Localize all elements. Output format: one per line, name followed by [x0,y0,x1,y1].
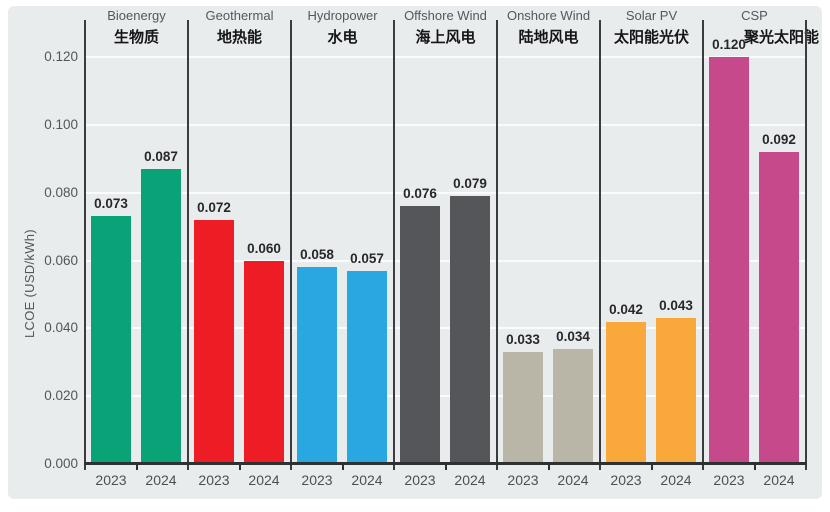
bar-value-label: 0.073 [94,196,128,212]
bar-2024 [553,348,593,464]
group-hydropower: Hydropower 水电 [291,8,394,464]
bar-2024 [656,318,696,464]
bar-value-label: 0.060 [247,240,281,256]
gridline-0.060 [85,259,806,262]
bar-value-label: 0.058 [300,247,334,263]
x-tick-label-2024: 2024 [145,472,177,488]
group-csp: CSP 聚光太阳能 [703,8,819,464]
bar-2023 [91,216,131,464]
x-tick-label-2023: 2023 [301,472,333,488]
x-tick-label-2024: 2024 [557,472,589,488]
bar-2024 [347,270,387,464]
group-header-zh: 太阳能光伏 [613,29,689,46]
x-tick-label-2023: 2023 [507,472,539,488]
plot-right-border [805,20,807,470]
group-onshore-wind: Onshore Wind 陆地风电 [497,8,600,464]
group-header-zh: 水电 [327,29,358,46]
group-separator [393,20,395,470]
group-header-en: Onshore Wind [506,8,591,23]
group-header-en: Hydropower [307,8,378,23]
y-tick-label: 0.000 [44,456,78,471]
bar-value-label: 0.092 [762,131,796,147]
bar-2023 [709,57,749,464]
x-tick-label-2023: 2023 [404,472,436,488]
bar-value-label: 0.079 [453,176,487,192]
x-tick-label-2023: 2023 [95,472,127,488]
group-offshore-wind: Offshore Wind 海上风电 [394,8,497,464]
group-separator [599,20,601,470]
group-separator [496,20,498,470]
group-header-en: Bioenergy [107,8,166,23]
y-axis-title: LCOE (USD/kWh) [22,229,37,339]
group-bioenergy: Bioenergy 生物质 [85,8,188,464]
group-header-zh: 生物质 [113,29,159,46]
y-tick-label: 0.080 [44,184,78,200]
bar-2024 [141,168,181,464]
x-axis-line [84,462,807,465]
x-tick-label-2023: 2023 [198,472,230,488]
y-tick-label: 0.060 [44,252,78,268]
bar-2023 [503,352,543,464]
bar-2023 [194,219,234,464]
group-header-en: Geothermal [205,8,274,23]
group-separator [702,20,704,470]
x-tick-label-2024: 2024 [763,472,795,488]
x-axis-center-tick [341,464,344,470]
y-axis-line [84,20,86,470]
x-tick-label-2024: 2024 [660,472,692,488]
x-tick-label-2024: 2024 [248,472,280,488]
bar-value-label: 0.043 [659,298,693,314]
x-axis-center-tick [444,464,447,470]
y-tick-label: 0.020 [44,388,78,404]
x-axis-center-tick [135,464,138,470]
bar-value-label: 0.072 [197,199,231,215]
group-geothermal: Geothermal 地热能 [188,8,291,464]
gridline-0.040 [85,327,806,330]
group-separator [290,20,292,470]
gridline-0.020 [85,395,806,398]
x-tick-label-2024: 2024 [454,472,486,488]
bar-value-label: 0.120 [712,37,746,52]
y-tick-label: 0.100 [44,116,78,132]
gridline-0.100 [85,123,806,126]
group-header-zh: 聚光太阳能 [744,29,820,46]
gridline-0.120 [85,56,806,58]
bar-value-label: 0.087 [144,148,178,164]
group-separator [187,20,189,470]
bar-2023 [606,321,646,464]
group-header-en: Offshore Wind [404,8,487,23]
gridline-0.080 [85,191,806,194]
bar-value-label: 0.034 [556,328,590,344]
group-header-en: Solar PV [625,8,678,23]
group-solar-pv: Solar PV 太阳能光伏 [600,8,703,464]
bar-2024 [759,151,799,464]
bar-value-label: 0.076 [403,186,437,202]
x-tick-label-2023: 2023 [713,472,745,488]
x-axis-center-tick [547,464,550,470]
bar-2024 [450,196,490,464]
x-axis-center-tick [238,464,241,470]
bar-value-label: 0.033 [506,332,540,348]
bar-2024 [244,260,284,464]
bar-2023 [400,206,440,464]
x-axis-center-tick [753,464,756,470]
x-tick-label-2023: 2023 [610,472,642,488]
group-header-zh: 海上风电 [415,29,476,46]
y-tick-label: 0.120 [44,49,78,64]
bar-value-label: 0.042 [609,301,643,317]
y-tick-label: 0.040 [44,320,78,336]
x-tick-label-2024: 2024 [351,472,383,488]
bar-value-label: 0.057 [350,250,384,266]
group-header-zh: 地热能 [216,29,262,46]
group-header-zh: 陆地风电 [518,29,579,46]
bar-2023 [297,267,337,464]
group-header-en: CSP [741,8,768,23]
x-axis-center-tick [650,464,653,470]
